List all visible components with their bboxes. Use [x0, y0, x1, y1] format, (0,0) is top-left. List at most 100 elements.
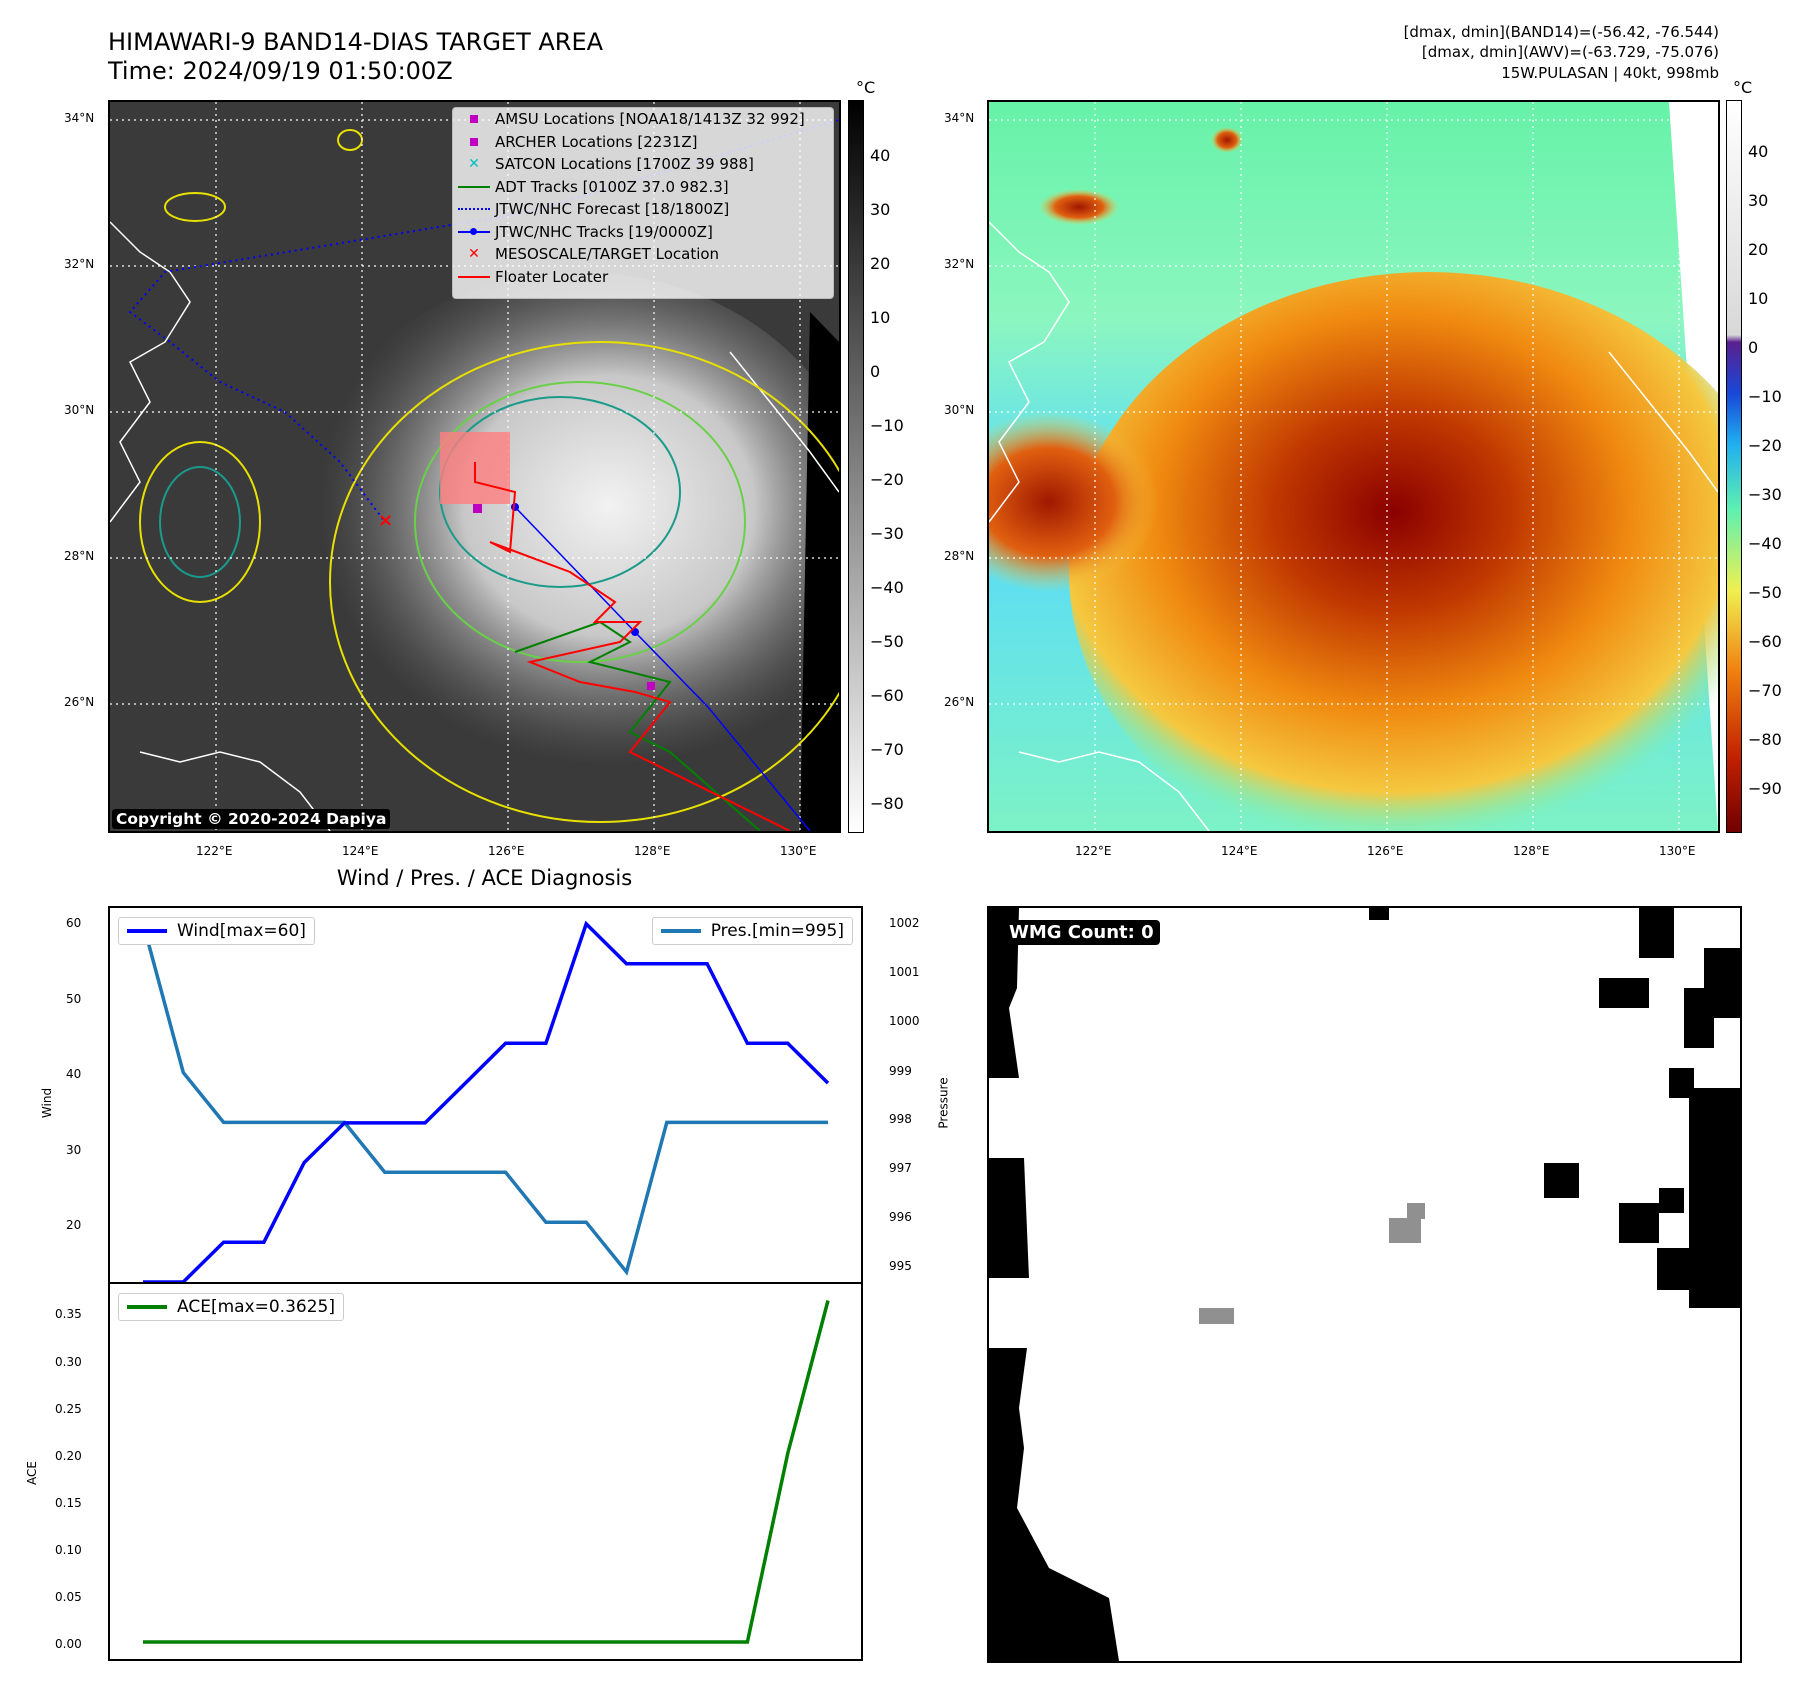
lon-label: 126°E: [488, 844, 525, 858]
jtwc-track: [514, 506, 811, 831]
colorbar-tick: −40: [870, 578, 904, 597]
ace-plot: [143, 1300, 830, 1644]
ace-tick: 0.35: [55, 1307, 82, 1321]
colorbar-tick: −40: [1748, 534, 1782, 553]
pres-tick: 1001: [889, 965, 920, 979]
band14-map-panel: × AMSU Locations [NOAA18/1413Z 32 992] A…: [108, 100, 841, 833]
awv-map-panel: [987, 100, 1720, 833]
wmg-block-left-top: [989, 908, 1019, 1078]
ace-tick: 0.20: [55, 1449, 82, 1463]
colorbar-tick: 10: [1748, 289, 1769, 308]
jtwc-point-1: [511, 503, 519, 511]
wind-tick: 40: [66, 1067, 82, 1081]
colorbar-tick: −50: [870, 632, 904, 651]
colorbar-tick: −80: [1748, 730, 1782, 749]
copyright-label: Copyright © 2020-2024 Dapiya: [112, 809, 391, 829]
colorbar-tick: −50: [1748, 583, 1782, 602]
archer-marker: [647, 682, 655, 690]
square-icon: [453, 109, 495, 129]
pres-tick: 999: [889, 1064, 912, 1078]
pres-legend: Pres.[min=995]: [651, 917, 853, 945]
colorbar-tick: −60: [870, 686, 904, 705]
colorbar-tick: 40: [1748, 142, 1769, 161]
wmg-block-r2: [1619, 1203, 1659, 1243]
north-cloud-2: [1211, 127, 1243, 153]
pres-axis-label: Pressure: [936, 1077, 951, 1129]
wind-pres-plot: [141, 920, 830, 1282]
mesoscale-target-marker: ×: [378, 510, 393, 531]
lon-label: 130°E: [780, 844, 817, 858]
colorbar-tick: −20: [870, 470, 904, 489]
colorbar-tick: 30: [870, 200, 891, 219]
chart-title: HIMAWARI-9 BAND14-DIAS TARGET AREA: [108, 28, 604, 56]
coastline-japan: [729, 351, 839, 493]
lon-label: 130°E: [1659, 844, 1696, 858]
ace-tick: 0.15: [55, 1496, 82, 1510]
wmg-block-left-bottom: [989, 1348, 1119, 1661]
coastline-china: [110, 221, 191, 523]
lon-label: 124°E: [342, 844, 379, 858]
wmg-gray-3: [1199, 1308, 1234, 1324]
lon-label: 128°E: [1513, 844, 1550, 858]
lat-label: 28°N: [944, 549, 975, 563]
colorbar-tick: 10: [870, 308, 891, 327]
ace-legend-label: ACE[max=0.3625]: [177, 1297, 335, 1317]
pres-tick: 996: [889, 1210, 912, 1224]
ace-tick: 0.25: [55, 1402, 82, 1416]
west-cloud: [989, 412, 1159, 592]
lat-label: 28°N: [64, 549, 95, 563]
adt-track: [514, 620, 761, 831]
lat-label: 30°N: [64, 403, 95, 417]
legend-label: MESOSCALE/TARGET Location: [495, 245, 720, 264]
wmg-block-left-mid: [989, 1158, 1029, 1278]
colorbar-tick: −30: [870, 524, 904, 543]
wmg-gray-1: [1407, 1203, 1425, 1219]
ace-tick: 0.30: [55, 1355, 82, 1369]
legend-label: SATCON Locations [1700Z 39 988]: [495, 155, 754, 174]
info-awv: [dmax, dmin](AWV)=(-63.729, -75.076): [1421, 43, 1719, 61]
colorbar-tick: 30: [1748, 191, 1769, 210]
lat-label: 30°N: [944, 403, 975, 417]
legend-item-floater: Floater Locater: [453, 266, 833, 289]
colorbar-tick: −70: [1748, 681, 1782, 700]
pres-tick: 998: [889, 1112, 912, 1126]
lat-label: 26°N: [944, 695, 975, 709]
colorbar-tick: −80: [870, 794, 904, 813]
contour-yellow-north: [164, 192, 226, 222]
info-band14: [dmax, dmin](BAND14)=(-56.42, -76.544): [1403, 23, 1719, 41]
colorbar-tick: −60: [1748, 632, 1782, 651]
legend-label: ADT Tracks [0100Z 37.0 982.3]: [495, 177, 729, 196]
legend-item-forecast: JTWC/NHC Forecast [18/1800Z]: [453, 198, 833, 221]
lon-label: 128°E: [634, 844, 671, 858]
wmg-gray-2: [1389, 1218, 1421, 1243]
wmg-block-tr1: [1639, 908, 1674, 958]
legend-item-mesoscale: ✕ MESOSCALE/TARGET Location: [453, 243, 833, 266]
awv-map-graphics: [989, 102, 1718, 831]
pres-tick: 1002: [889, 916, 920, 930]
wind-legend-label: Wind[max=60]: [177, 921, 306, 941]
north-cloud: [1039, 189, 1119, 225]
pres-legend-line: [660, 929, 701, 933]
colorbar-tick: −10: [870, 416, 904, 435]
wmg-block-r1: [1544, 1163, 1579, 1198]
ace-panel: ACE[max=0.3625]: [108, 1282, 863, 1661]
ace-series-line: [143, 1300, 830, 1644]
ace-legend: ACE[max=0.3625]: [118, 1293, 344, 1321]
ace-tick: 0.00: [55, 1637, 82, 1651]
colorbar-tick: 0: [1748, 338, 1759, 357]
pressure-series-line: [141, 922, 828, 1276]
colorbar-tick: 20: [870, 254, 891, 273]
wind-series-line: [143, 920, 830, 1282]
lat-label: 34°N: [944, 111, 975, 125]
x-icon: ✕: [468, 246, 480, 263]
colorbar-tick: −20: [1748, 436, 1782, 455]
wind-axis-label: Wind: [40, 1087, 55, 1119]
wind-tick: 50: [66, 992, 82, 1006]
lat-label: 26°N: [64, 695, 95, 709]
wmg-block-r4: [1657, 1248, 1712, 1290]
storm-cloud: [1069, 272, 1718, 831]
line-icon: [453, 267, 495, 287]
ace-axis-label: ACE: [24, 1461, 39, 1485]
coastline-japan: [1608, 351, 1718, 493]
line-icon: [453, 177, 495, 197]
